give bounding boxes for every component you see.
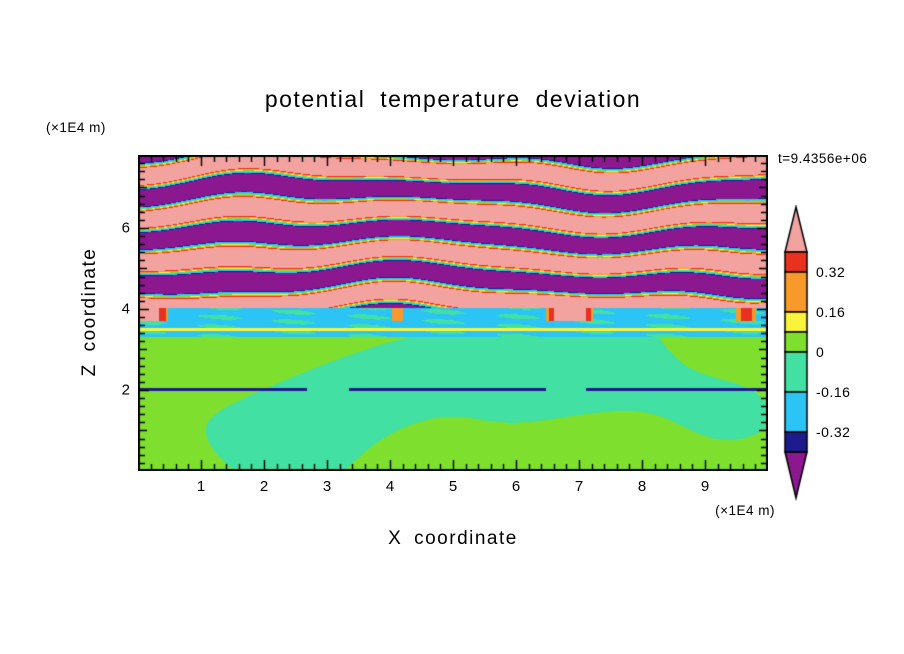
x-tick-label: 3 <box>322 478 332 495</box>
colorbar-tick-label: -0.16 <box>816 384 851 400</box>
x-tick-label: 8 <box>637 478 647 495</box>
colorbar-tick-label: -0.32 <box>816 424 851 440</box>
x-axis-unit-label: (×1E4 m) <box>715 503 775 518</box>
x-tick-label: 7 <box>574 478 584 495</box>
colorbar <box>783 205 810 501</box>
colorbar-tick-label: 0.16 <box>816 304 846 320</box>
y-axis-unit-label: (×1E4 m) <box>46 120 106 135</box>
x-tick-label: 5 <box>448 478 458 495</box>
x-tick-label: 6 <box>511 478 521 495</box>
y-axis-title: Z coordinate <box>79 247 100 377</box>
heatmap-plot <box>138 155 768 471</box>
time-annotation: t=9.4356e+06 <box>778 151 868 166</box>
y-tick-label: 6 <box>121 219 130 237</box>
y-tick-label: 4 <box>121 300 130 318</box>
x-tick-label: 1 <box>196 478 206 495</box>
x-tick-label: 4 <box>385 478 395 495</box>
x-tick-label: 9 <box>700 478 710 495</box>
x-axis-title: X coordinate <box>388 528 518 549</box>
chart-title: potential temperature deviation <box>264 86 642 112</box>
x-tick-label: 2 <box>259 478 269 495</box>
y-tick-label: 2 <box>121 381 130 399</box>
colorbar-tick-label: 0.32 <box>816 264 846 280</box>
colorbar-tick-label: 0 <box>816 344 825 360</box>
